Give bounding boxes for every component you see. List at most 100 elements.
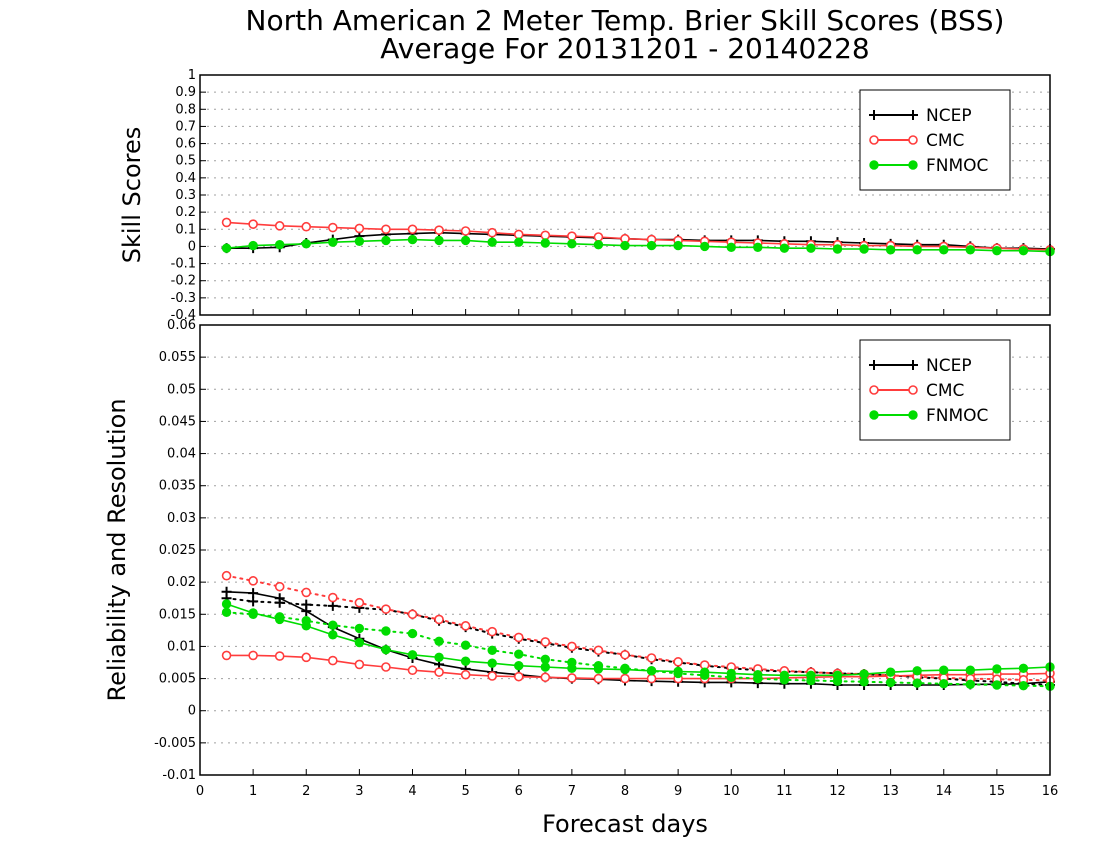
bottom-cmc-point: [460, 669, 471, 680]
bottom-fnmoc-point: [274, 612, 285, 622]
bottom-cmc-point: [221, 570, 232, 581]
bottom-ncep-point: [248, 588, 259, 599]
x-tick-label: 13: [882, 784, 899, 799]
bottom-cmc-point: [354, 597, 365, 608]
bottom-cmc-line: [225, 574, 1051, 682]
bottom-cmc-line: [226, 654, 1051, 680]
bottom-cmc-point: [328, 655, 338, 666]
top-series-fnmoc-solid: [221, 234, 1055, 257]
top-y-tick-label: 0.7: [175, 119, 196, 134]
bottom-legend-marker: [908, 410, 918, 420]
top-cmc-point: [221, 217, 232, 228]
bottom-cmc-point: [620, 649, 630, 660]
top-y-tick-label: 0.1: [175, 222, 196, 237]
top-cmc-point: [513, 229, 524, 240]
bottom-fnmoc-point: [885, 667, 896, 677]
top-fnmoc-point: [992, 246, 1002, 256]
top-fnmoc-point: [540, 238, 551, 248]
top-legend-marker: [869, 110, 879, 120]
bottom-fnmoc-point: [965, 679, 976, 690]
bottom-fnmoc-point: [407, 650, 418, 660]
bottom-cmc-point: [274, 651, 285, 661]
bottom-y-tick-label: 0.035: [159, 479, 196, 494]
bottom-fnmoc-point: [646, 666, 657, 676]
top-fnmoc-point: [620, 240, 630, 251]
top-plot-frame: [199, 74, 1051, 316]
top-cmc-point: [274, 221, 285, 231]
bottom-cmc-point: [620, 673, 630, 684]
bottom-ncep-point: [248, 596, 259, 607]
bottom-y-tick-label: 0.025: [159, 543, 196, 558]
bottom-cmc-point: [248, 576, 258, 586]
top-fnmoc-point: [1018, 246, 1029, 256]
bottom-y-tick-label: 0: [188, 704, 196, 719]
bottom-cmc-point: [513, 671, 524, 682]
bottom-fnmoc-point: [514, 649, 524, 659]
top-fnmoc-point: [859, 244, 869, 254]
top-fnmoc-point: [354, 236, 365, 246]
bottom-cmc-point: [301, 652, 312, 663]
top-cmc-point: [301, 221, 312, 232]
top-fnmoc-point: [646, 240, 657, 251]
bottom-cmc-point: [221, 650, 232, 661]
top-legend-label-fnmoc: FNMOC: [926, 156, 988, 176]
bottom-fnmoc-point: [885, 677, 896, 688]
bottom-fnmoc-point: [620, 663, 630, 673]
bottom-cmc-point: [540, 672, 551, 683]
top-cmc-point: [407, 224, 418, 235]
bottom-fnmoc-point: [381, 644, 391, 655]
top-series-cmc-solid: [221, 217, 1055, 255]
bottom-cmc-point: [407, 609, 418, 620]
top-legend-label-cmc: CMC: [926, 131, 964, 151]
x-tick-label: 6: [515, 784, 523, 799]
bottom-y-tick-label: 0.055: [159, 350, 196, 365]
bottom-fnmoc-point: [221, 607, 232, 618]
bottom-legend-label-cmc: CMC: [926, 381, 964, 401]
bottom-cmc-point: [434, 667, 444, 677]
bottom-cmc-point: [487, 626, 497, 637]
bottom-series-fnmoc-dotted: [221, 607, 1055, 691]
bottom-cmc-point: [460, 621, 471, 631]
bottom-fnmoc-point: [1018, 680, 1029, 691]
top-cmc-point: [248, 219, 258, 229]
top-fnmoc-point: [726, 242, 736, 252]
bottom-legend-label-fnmoc: FNMOC: [926, 406, 988, 426]
top-legend-marker: [869, 160, 879, 170]
top-cmc-point: [567, 231, 577, 241]
bottom-fnmoc-point: [1018, 663, 1029, 673]
bottom-ncep-point: [327, 600, 338, 611]
top-y-tick-label: -0.4: [171, 308, 196, 323]
bottom-fnmoc-point: [939, 679, 949, 689]
x-tick-label: 3: [355, 784, 363, 799]
top-fnmoc-point: [832, 244, 843, 254]
bottom-fnmoc-point: [434, 652, 444, 663]
bottom-fnmoc-point: [407, 628, 418, 639]
top-y-tick-label: -0.2: [171, 274, 196, 289]
bottom-cmc-point: [540, 637, 551, 647]
x-tick-label: 4: [408, 784, 416, 799]
top-fnmoc-point: [699, 241, 710, 252]
x-tick-label: 11: [776, 784, 793, 799]
bottom-cmc-point: [673, 657, 683, 667]
bottom-cmc-point: [646, 673, 657, 684]
top-fnmoc-point: [593, 240, 604, 250]
bottom-fnmoc-point: [487, 645, 497, 655]
top-y-tick-label: 0.3: [175, 188, 196, 203]
bottom-cmc-point: [593, 645, 604, 656]
x-tick-label: 1: [249, 784, 257, 799]
x-tick-label: 10: [723, 784, 740, 799]
bottom-fnmoc-point: [965, 665, 976, 675]
bottom-fnmoc-point: [248, 609, 258, 619]
bottom-cmc-point: [593, 673, 604, 684]
bottom-ncep-line: [225, 597, 1051, 686]
top-fnmoc-point: [381, 235, 391, 246]
bottom-fnmoc-point: [301, 616, 311, 626]
top-fnmoc-point: [274, 240, 285, 250]
bottom-fnmoc-point: [992, 680, 1002, 690]
x-tick-label: 2: [302, 784, 310, 799]
bottom-fnmoc-point: [540, 662, 551, 672]
top-fnmoc-point: [514, 237, 524, 247]
bottom-legend-marker: [908, 385, 918, 395]
bottom-cmc-point: [274, 581, 285, 592]
